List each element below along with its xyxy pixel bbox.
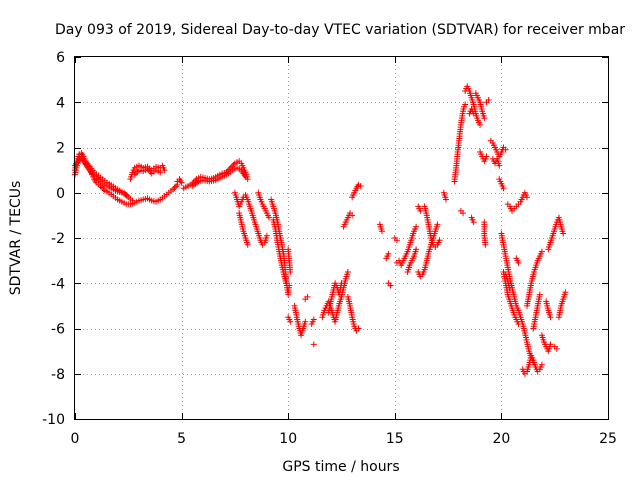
y-tick-label: -2 <box>51 231 65 247</box>
data-point <box>287 268 294 275</box>
y-tick-label: -4 <box>51 276 65 292</box>
data-point <box>393 237 400 244</box>
data-point <box>538 361 545 368</box>
x-tick-label: 15 <box>386 431 404 447</box>
data-point <box>470 219 477 226</box>
data-point <box>523 194 530 201</box>
data-point <box>129 197 136 204</box>
data-point <box>178 179 185 186</box>
grid <box>75 57 608 419</box>
data-point <box>229 163 236 170</box>
data-point <box>413 223 420 230</box>
data-point <box>515 320 522 327</box>
data-point <box>244 241 251 248</box>
y-tick-label: -8 <box>51 367 65 383</box>
data-point <box>230 161 237 168</box>
x-tick-label: 10 <box>279 431 297 447</box>
x-axis-label: GPS time / hours <box>282 459 399 475</box>
data-point <box>483 153 490 160</box>
y-tick-labels: -10 -8 -6 -4 -2 0 2 4 6 <box>42 50 65 428</box>
y-axis-label: SDTVAR / TECUs <box>8 181 24 296</box>
data-point <box>434 221 441 228</box>
data-point <box>470 110 477 117</box>
data-point <box>436 237 443 244</box>
data-point <box>122 191 129 198</box>
data-point <box>357 182 364 189</box>
data-point <box>100 185 107 192</box>
data-point <box>287 318 294 325</box>
x-tick-label: 0 <box>71 431 80 447</box>
data-point <box>506 287 513 294</box>
data-point <box>349 212 356 219</box>
data-point <box>266 214 273 221</box>
x-tick-labels: 0 5 10 15 20 25 <box>71 431 617 447</box>
data-point <box>481 115 488 122</box>
data-point <box>477 121 484 128</box>
data-point <box>99 184 106 191</box>
x-tick-label: 5 <box>177 431 186 447</box>
y-tick-label: 2 <box>56 141 65 157</box>
axis-ticks <box>75 57 609 420</box>
data-point <box>460 210 467 217</box>
data-point <box>547 314 554 321</box>
x-tick-label: 20 <box>492 431 510 447</box>
data-point <box>417 207 424 214</box>
x-tick-label: 25 <box>599 431 617 447</box>
data-point <box>442 196 449 203</box>
data-point <box>310 341 317 348</box>
data-point <box>157 169 164 176</box>
data-point <box>286 282 293 289</box>
data-point <box>496 162 503 169</box>
data-point <box>462 101 469 108</box>
data-point <box>553 345 560 352</box>
data-point <box>304 293 311 300</box>
data-point <box>242 173 249 180</box>
chart-title: Day 093 of 2019, Sidereal Day-to-day VTE… <box>55 22 625 38</box>
y-tick-label: -6 <box>51 322 65 338</box>
data-point <box>485 96 492 103</box>
data-point <box>538 248 545 255</box>
data-point <box>134 168 141 175</box>
y-tick-label: 0 <box>56 186 65 202</box>
data-point <box>500 185 507 192</box>
data-point <box>536 291 543 298</box>
data-point <box>547 341 554 348</box>
data-point <box>283 280 290 287</box>
plot-frame <box>74 56 609 420</box>
data-point <box>172 183 179 190</box>
data-point <box>387 282 394 289</box>
data-point <box>338 280 345 287</box>
data-point <box>482 241 489 248</box>
data-point <box>310 316 317 323</box>
data-point <box>385 250 392 257</box>
y-tick-label: -10 <box>42 412 65 428</box>
data-point <box>344 268 351 275</box>
data-point <box>379 228 386 235</box>
data-point <box>302 318 309 325</box>
data-point <box>355 325 362 332</box>
y-tick-label: 4 <box>56 95 65 111</box>
y-tick-label: 6 <box>56 50 65 66</box>
data-point <box>502 146 509 153</box>
data-point <box>171 184 178 191</box>
data-point <box>562 289 569 296</box>
data-point <box>515 259 522 266</box>
data-points <box>72 83 569 377</box>
data-point <box>263 232 270 239</box>
data-point <box>161 167 168 174</box>
data-point <box>560 230 567 237</box>
data-point <box>413 246 420 253</box>
